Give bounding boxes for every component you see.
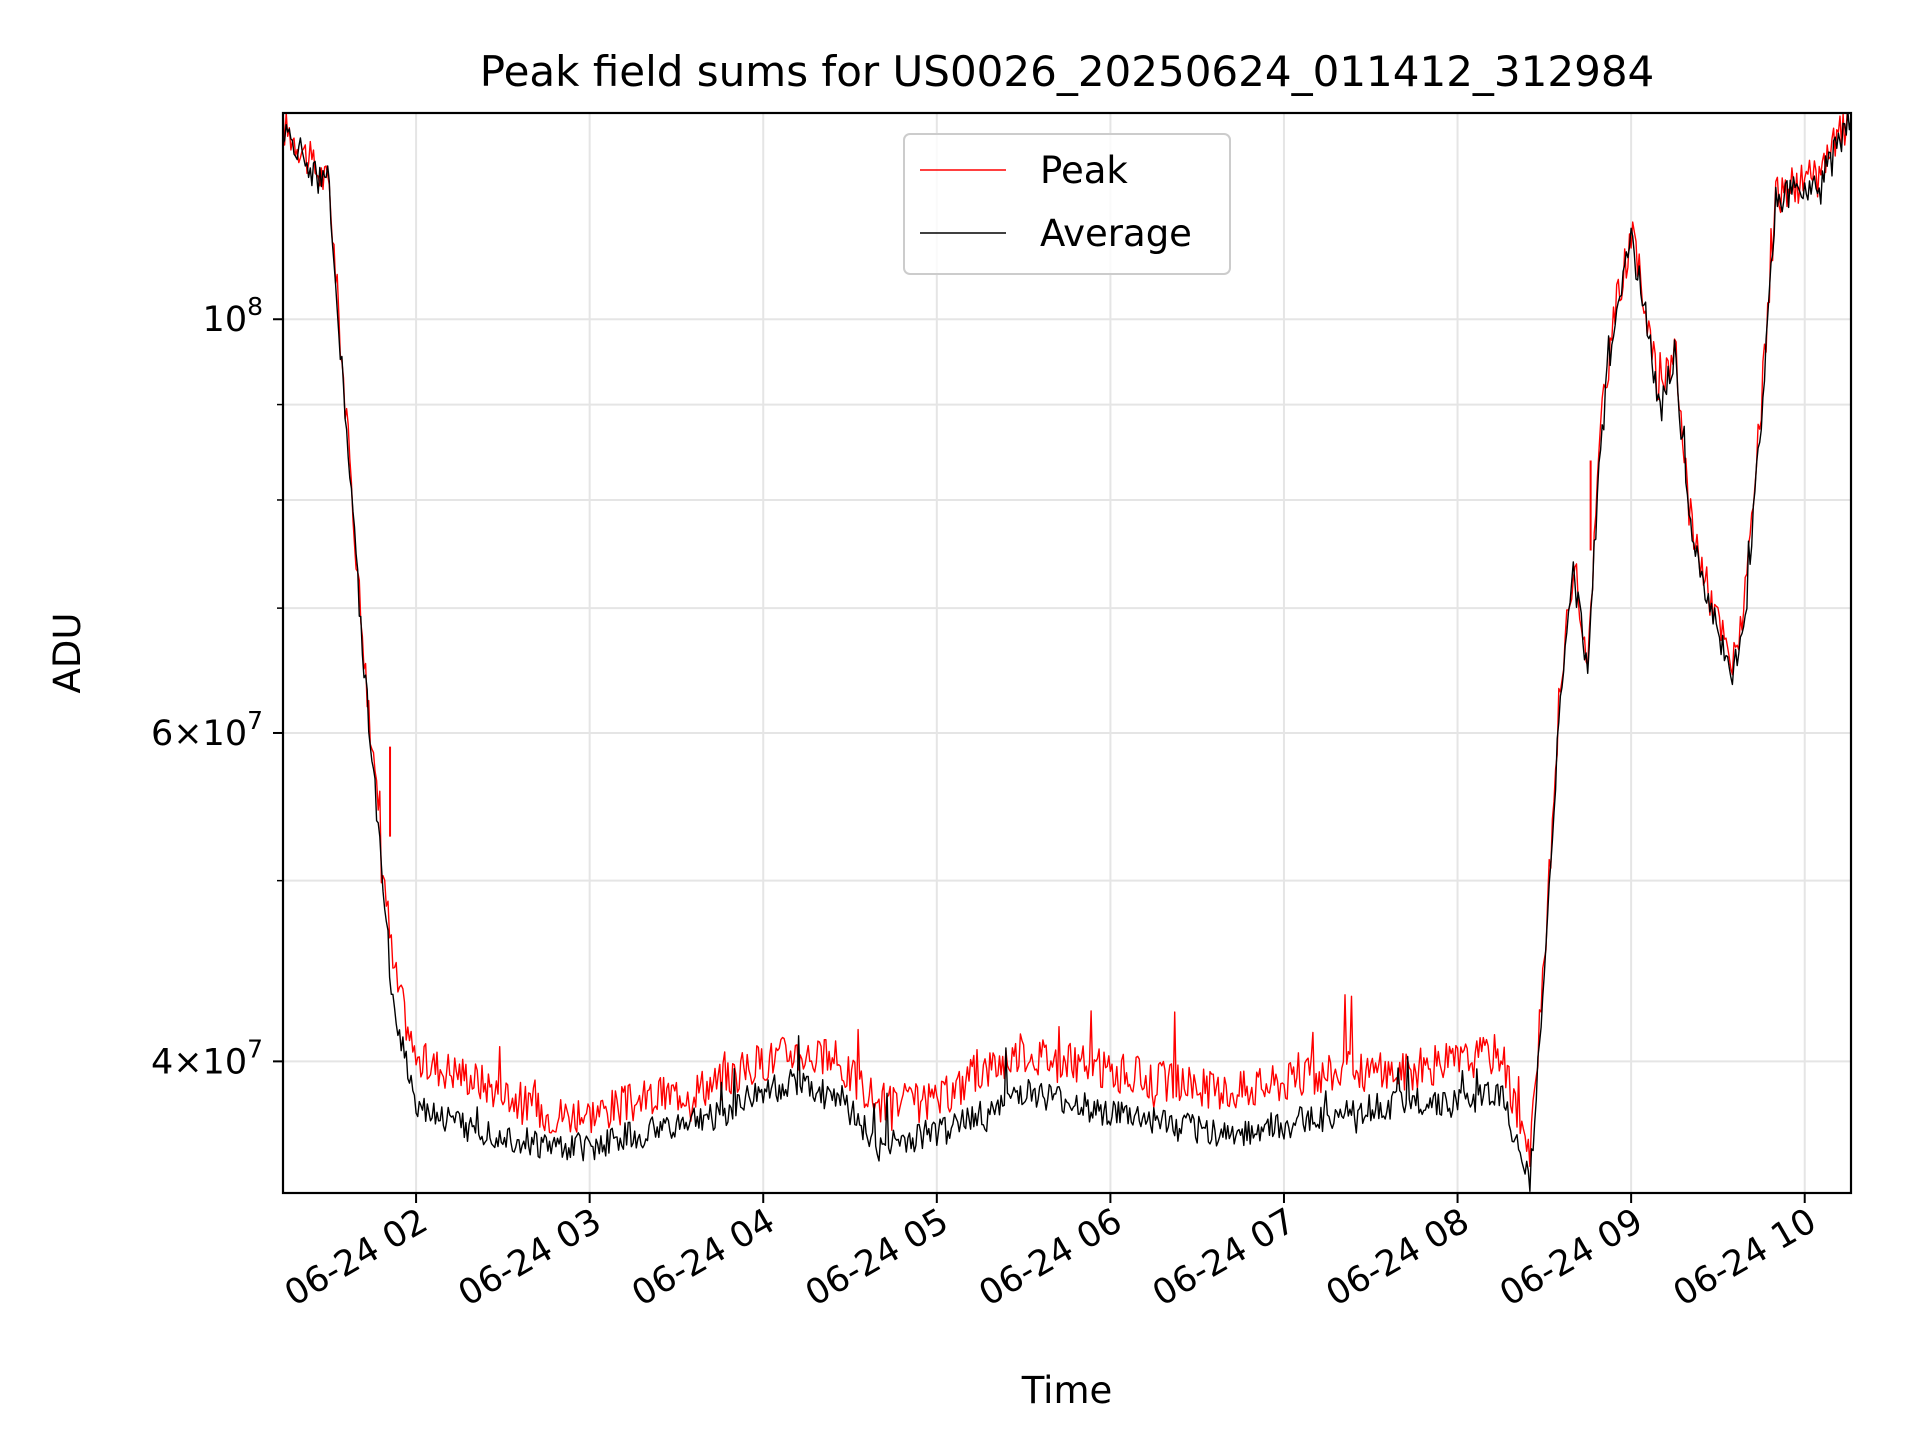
x-tick-label: 06-24 06 <box>973 1201 1129 1314</box>
x-tick-label: 06-24 05 <box>799 1201 955 1314</box>
legend-box <box>903 133 1231 275</box>
legend-label-peak: Peak <box>1040 149 1128 192</box>
x-axis-ticks: 06-24 02 06-24 03 06-24 04 06-24 05 06-24 06… <box>278 1193 1823 1314</box>
x-tick-label: 06-24 10 <box>1667 1201 1823 1314</box>
grid-layer <box>283 113 1851 1193</box>
x-tick-label: 06-24 09 <box>1493 1201 1649 1314</box>
x-tick-label: 06-24 07 <box>1146 1201 1302 1314</box>
legend: Peak Average <box>903 133 1231 275</box>
plot-area-frame <box>281 111 1853 1195</box>
y-tick-label: 6×107 <box>151 706 263 754</box>
series-layer <box>283 113 1851 1192</box>
series-group <box>283 113 1851 1192</box>
x-tick-label: 06-24 08 <box>1320 1201 1476 1314</box>
chart-title: Peak field sums for US0026_20250624_0114… <box>480 47 1655 96</box>
series-line-average <box>283 113 1851 1192</box>
x-axis-label: Time <box>1021 1369 1113 1412</box>
y-axis-label: ADU <box>46 613 89 694</box>
legend-label-average: Average <box>1040 212 1192 255</box>
y-tick-label: 4×107 <box>151 1034 263 1082</box>
x-tick-label: 06-24 04 <box>625 1201 781 1314</box>
x-tick-label: 06-24 02 <box>278 1201 434 1314</box>
y-tick-label: 108 <box>203 292 263 340</box>
x-tick-label: 06-24 03 <box>452 1201 608 1314</box>
y-axis-ticks: 4×107 6×107 108 <box>151 292 283 1082</box>
